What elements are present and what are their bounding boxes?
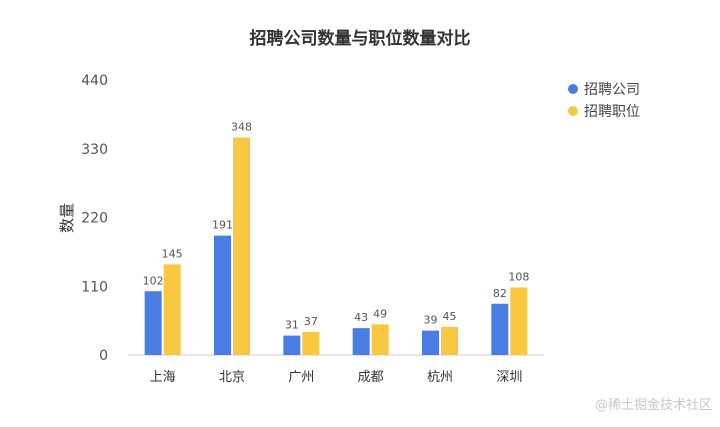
bar-companies (422, 330, 439, 355)
x-tick-label: 北京 (219, 370, 245, 385)
data-label: 43 (354, 311, 368, 324)
bar-companies (491, 303, 509, 355)
legend-swatch (568, 84, 578, 94)
y-tick-label: 440 (81, 73, 108, 89)
bar-positions (441, 326, 458, 355)
x-tick-label: 广州 (288, 370, 314, 385)
x-tick-label: 杭州 (427, 370, 453, 385)
bar-companies (352, 328, 370, 355)
data-label: 348 (231, 121, 252, 134)
bar-positions (163, 264, 181, 355)
y-axis-label: 数量 (58, 203, 76, 233)
data-label: 49 (373, 307, 387, 320)
x-tick-label: 成都 (358, 370, 384, 385)
watermark: @稀土掘金技术社区 (594, 398, 712, 413)
data-label: 31 (285, 319, 299, 332)
chart-title: 招聘公司数量与职位数量对比 (250, 28, 471, 49)
data-label: 45 (443, 310, 457, 323)
data-label: 108 (508, 271, 529, 284)
bar-positions (371, 324, 389, 355)
data-label: 102 (143, 274, 164, 287)
data-label: 145 (162, 247, 183, 260)
data-label: 82 (493, 287, 507, 300)
bar-companies (214, 235, 231, 355)
legend-label: 招聘公司 (584, 82, 640, 98)
x-tick-label: 深圳 (496, 370, 522, 385)
bar-positions (302, 331, 320, 355)
legend-label: 招聘职位 (584, 104, 640, 120)
x-tick-label: 上海 (150, 370, 176, 385)
data-label: 39 (424, 314, 438, 327)
y-tick-label: 0 (99, 348, 108, 364)
y-tick-label: 110 (81, 279, 108, 295)
legend-swatch (568, 106, 578, 116)
data-label: 37 (304, 315, 318, 328)
y-tick-label: 220 (81, 211, 108, 227)
bar-positions (510, 287, 528, 355)
data-label: 191 (212, 219, 233, 232)
y-tick-label: 330 (81, 142, 108, 158)
bar-positions (233, 137, 250, 355)
bar-companies (144, 291, 162, 355)
bar-companies (283, 335, 301, 355)
